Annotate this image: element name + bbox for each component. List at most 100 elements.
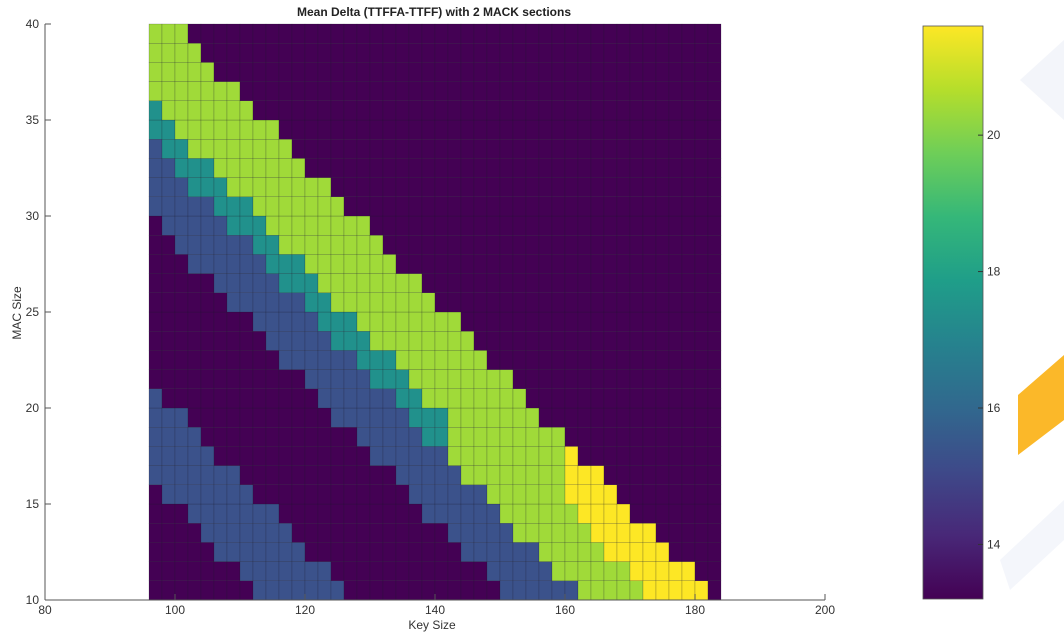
heatmap-cell <box>239 369 254 389</box>
heatmap-cell <box>603 561 618 581</box>
heatmap-cell <box>213 542 228 562</box>
heatmap-cell <box>616 523 631 543</box>
heatmap-cell <box>369 350 384 370</box>
heatmap-cell <box>564 350 579 370</box>
heatmap-cell <box>343 580 358 601</box>
heatmap-cell <box>252 542 267 562</box>
heatmap-cell <box>148 311 163 332</box>
heatmap-cell <box>356 523 371 543</box>
heatmap-cell <box>148 407 163 428</box>
heatmap-cell <box>421 100 436 121</box>
heatmap-cell <box>278 580 293 601</box>
heatmap-cell <box>538 427 553 447</box>
heatmap-cell <box>590 427 605 447</box>
heatmap-cell <box>304 427 319 447</box>
heatmap-cell <box>213 503 228 524</box>
heatmap-cell <box>577 254 592 274</box>
heatmap-cell <box>148 523 163 543</box>
heatmap-cell <box>525 23 540 44</box>
heatmap-cell <box>161 62 176 82</box>
heatmap-cell <box>252 62 267 82</box>
heatmap-cell <box>382 43 397 63</box>
heatmap-cell <box>356 23 371 44</box>
x-tick-label: 100 <box>165 603 185 617</box>
heatmap-cell <box>525 177 540 197</box>
heatmap-cell <box>174 465 189 485</box>
heatmap-cell <box>187 43 202 63</box>
heatmap-cell <box>252 158 267 178</box>
heatmap-cell <box>512 427 527 447</box>
heatmap-cell <box>291 119 306 140</box>
heatmap-cell <box>226 81 241 101</box>
heatmap-cell <box>603 446 618 466</box>
heatmap-cell <box>590 215 605 236</box>
heatmap-cell <box>304 235 319 255</box>
heatmap-cell <box>408 331 423 351</box>
heatmap-cell <box>330 503 345 524</box>
heatmap-cell <box>577 523 592 543</box>
heatmap-cell <box>655 427 670 447</box>
heatmap-cell <box>369 100 384 121</box>
heatmap-cell <box>655 523 670 543</box>
heatmap-cell <box>603 177 618 197</box>
heatmap-cell <box>499 196 514 217</box>
heatmap-cell <box>265 407 280 428</box>
heatmap-cell <box>148 369 163 389</box>
heatmap-cell <box>525 561 540 581</box>
heatmap-cell <box>655 177 670 197</box>
heatmap-cell <box>291 561 306 581</box>
heatmap-cell <box>213 177 228 197</box>
heatmap-cell <box>304 369 319 389</box>
heatmap-cell <box>473 331 488 351</box>
heatmap-cell <box>148 542 163 562</box>
heatmap-cell <box>538 561 553 581</box>
heatmap-cell <box>395 465 410 485</box>
heatmap-cell <box>499 561 514 581</box>
heatmap-cell <box>265 81 280 101</box>
heatmap-cell <box>447 580 462 601</box>
heatmap-cell <box>616 196 631 217</box>
heatmap-cell <box>343 465 358 485</box>
heatmap-cell <box>278 177 293 197</box>
heatmap-cell <box>616 100 631 121</box>
heatmap-cell <box>707 215 722 236</box>
heatmap-cell <box>707 311 722 332</box>
heatmap-cell <box>395 139 410 159</box>
heatmap-cell <box>252 119 267 140</box>
heatmap-cell <box>668 292 683 313</box>
heatmap-cell <box>512 177 527 197</box>
heatmap-cell <box>473 465 488 485</box>
heatmap-cell <box>681 542 696 562</box>
heatmap-cell <box>265 350 280 370</box>
heatmap-cell <box>213 350 228 370</box>
heatmap-cell <box>460 139 475 159</box>
heatmap-cell <box>629 580 644 601</box>
heatmap-cell <box>148 484 163 505</box>
heatmap-cell <box>616 388 631 409</box>
heatmap-cell <box>395 388 410 409</box>
heatmap-cell <box>317 292 332 313</box>
heatmap-cell <box>512 331 527 351</box>
heatmap-cell <box>252 331 267 351</box>
heatmap-cell <box>239 561 254 581</box>
heatmap-cell <box>512 139 527 159</box>
heatmap-cell <box>447 311 462 332</box>
heatmap-cell <box>161 139 176 159</box>
heatmap-cell <box>447 23 462 44</box>
heatmap-cell <box>473 23 488 44</box>
heatmap-cell <box>265 254 280 274</box>
heatmap-cell <box>642 196 657 217</box>
heatmap-cell <box>213 561 228 581</box>
x-tick-label: 180 <box>685 603 705 617</box>
heatmap-cell <box>161 254 176 274</box>
heatmap-cell <box>161 427 176 447</box>
heatmap-cell <box>395 254 410 274</box>
heatmap-cell <box>265 100 280 121</box>
heatmap-cell <box>707 388 722 409</box>
heatmap-cell <box>707 580 722 601</box>
heatmap-cell <box>226 177 241 197</box>
heatmap-cell <box>369 503 384 524</box>
heatmap-cell <box>473 235 488 255</box>
heatmap-cell <box>629 100 644 121</box>
heatmap-cell <box>564 407 579 428</box>
